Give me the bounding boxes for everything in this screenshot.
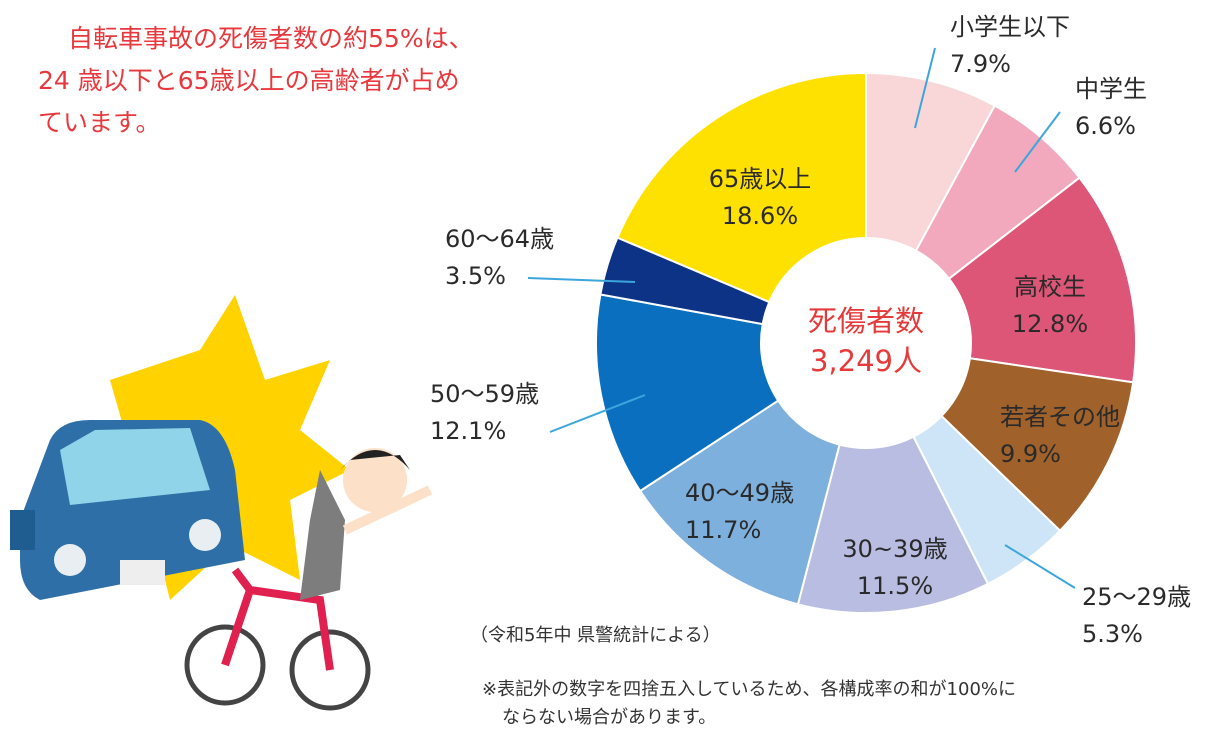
slice (638, 399, 841, 606)
value-label: 6.6% (1075, 112, 1136, 140)
leader-line (1004, 544, 1076, 589)
slice-label: 高校生 (1014, 273, 1086, 301)
slice-label: 65歳以上 (709, 165, 812, 193)
value-label: 3.5% (445, 262, 506, 290)
headline: ています。 (38, 108, 161, 137)
center-label: 死傷者数 (808, 304, 924, 338)
slice (796, 435, 990, 614)
slice (947, 176, 1137, 384)
slice-label: 若者その他 (1000, 403, 1120, 431)
slice (940, 357, 1135, 533)
leader-line (527, 277, 636, 283)
leader-line (914, 47, 936, 129)
slice (616, 71, 867, 304)
footnote: ※表記外の数字を四捨五入しているため、各構成率の和が100%に (482, 679, 1016, 700)
leader-line (549, 394, 646, 433)
slice (595, 293, 780, 493)
source-note: （令和5年中 県警統計による） (470, 625, 721, 646)
value-label: 12.8% (1012, 310, 1088, 338)
slice-label: 25～29歳 (1082, 583, 1191, 611)
texts: 自転車事故の死傷者数の約55%は、 24 歳以下と65歳以上の高齢者が占め てい… (38, 24, 1016, 728)
footnote: ならない場合があります。 (502, 707, 716, 728)
slice-label: 小学生以下 (950, 13, 1070, 41)
slice-label: 60～64歳 (445, 225, 554, 253)
value-label: 12.1% (430, 417, 506, 445)
illustration (10, 295, 433, 711)
slice-label: 40～49歳 (685, 479, 794, 507)
slice-label: 50～59歳 (430, 380, 539, 408)
headline: 自転車事故の死傷者数の約55%は、 (68, 24, 474, 53)
value-label: 7.9% (950, 50, 1011, 78)
value-label: 11.5% (857, 572, 933, 600)
value-label: 5.3% (1082, 620, 1143, 648)
slice-label: 30~39歳 (842, 535, 947, 563)
leader-line (1014, 111, 1061, 173)
headline: 24 歳以下と65歳以上の高齢者が占め (38, 66, 460, 95)
value-label: 11.7% (685, 516, 761, 544)
center-value: 3,249人 (810, 344, 922, 378)
slice-label: 中学生 (1075, 75, 1147, 103)
value-label: 18.6% (722, 202, 798, 230)
value-label: 9.9% (1000, 440, 1061, 468)
